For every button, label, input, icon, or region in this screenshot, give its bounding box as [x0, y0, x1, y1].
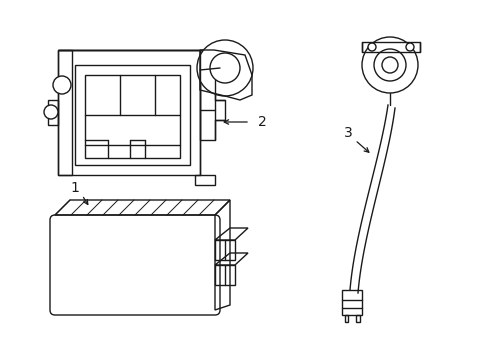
Circle shape [367, 43, 375, 51]
Circle shape [381, 57, 397, 73]
Circle shape [405, 43, 413, 51]
Text: 3: 3 [343, 126, 352, 140]
Circle shape [44, 105, 58, 119]
Circle shape [361, 37, 417, 93]
Text: 2: 2 [258, 115, 266, 129]
FancyBboxPatch shape [50, 215, 220, 315]
Circle shape [373, 49, 405, 81]
Circle shape [209, 53, 240, 83]
Circle shape [53, 76, 71, 94]
Text: 1: 1 [70, 181, 79, 195]
Circle shape [197, 40, 252, 96]
